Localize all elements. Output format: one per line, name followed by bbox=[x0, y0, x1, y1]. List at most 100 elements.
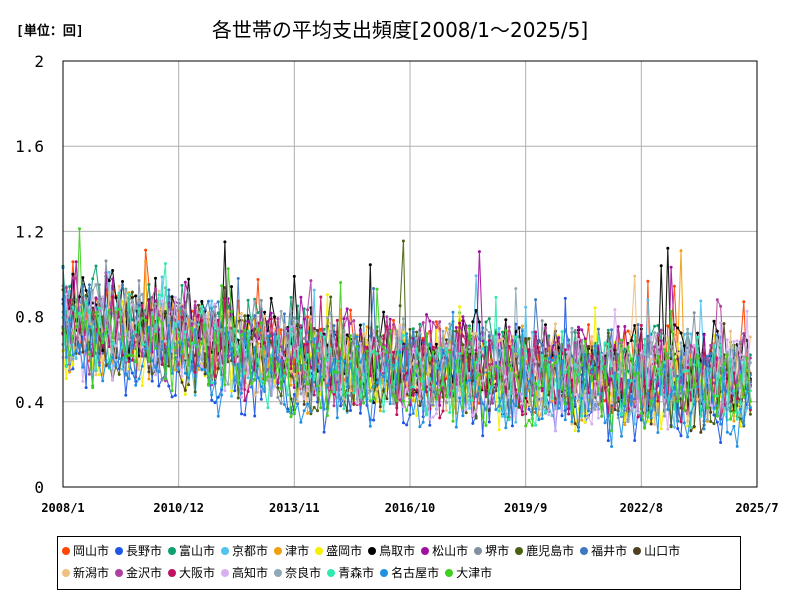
data-point bbox=[160, 321, 164, 325]
data-point bbox=[454, 326, 458, 329]
data-point bbox=[577, 325, 580, 329]
data-point bbox=[355, 335, 359, 339]
data-point bbox=[140, 292, 144, 296]
data-point bbox=[206, 299, 210, 303]
data-point bbox=[474, 361, 478, 364]
data-point bbox=[573, 397, 577, 400]
legend-label: 盛岡市 bbox=[326, 544, 363, 558]
data-point bbox=[537, 340, 541, 344]
legend-item: 大阪市 bbox=[168, 563, 215, 582]
data-point bbox=[656, 334, 660, 338]
data-point bbox=[425, 331, 428, 335]
data-point bbox=[672, 284, 676, 288]
data-point bbox=[471, 335, 475, 339]
data-point bbox=[352, 401, 356, 405]
data-point bbox=[405, 332, 409, 336]
data-point bbox=[299, 324, 303, 328]
data-point bbox=[570, 363, 574, 367]
data-point bbox=[471, 351, 475, 355]
data-point bbox=[666, 324, 670, 328]
data-point bbox=[183, 356, 187, 360]
data-point bbox=[130, 371, 134, 375]
data-point bbox=[74, 349, 78, 353]
data-point bbox=[487, 317, 491, 321]
data-point bbox=[309, 412, 313, 416]
legend-label: 青森市 bbox=[338, 566, 375, 580]
data-point bbox=[233, 327, 237, 331]
data-point bbox=[71, 276, 75, 280]
data-point bbox=[448, 322, 452, 326]
data-point bbox=[213, 401, 217, 405]
data-point bbox=[692, 363, 696, 367]
data-point bbox=[170, 389, 174, 393]
data-point bbox=[418, 322, 422, 326]
data-point bbox=[243, 413, 247, 417]
data-point bbox=[401, 331, 405, 334]
data-point bbox=[550, 399, 554, 403]
data-point bbox=[134, 294, 138, 298]
data-point bbox=[633, 405, 637, 409]
data-point bbox=[494, 376, 498, 380]
data-point bbox=[200, 314, 204, 318]
data-point bbox=[656, 354, 660, 358]
data-point bbox=[276, 395, 280, 399]
data-point bbox=[613, 408, 617, 411]
data-point bbox=[312, 288, 316, 292]
data-point bbox=[431, 350, 435, 354]
data-point bbox=[421, 336, 425, 340]
data-point bbox=[64, 334, 68, 338]
data-point bbox=[127, 292, 131, 296]
data-point bbox=[748, 412, 752, 416]
data-point bbox=[428, 357, 432, 361]
data-point bbox=[570, 420, 574, 424]
data-point bbox=[643, 426, 647, 430]
data-point bbox=[266, 375, 270, 379]
data-point bbox=[537, 386, 541, 390]
data-point bbox=[481, 326, 485, 330]
data-point bbox=[629, 338, 633, 342]
data-point bbox=[577, 337, 580, 341]
data-point bbox=[474, 274, 478, 278]
data-point bbox=[130, 354, 134, 357]
data-point bbox=[193, 341, 197, 344]
legend-marker bbox=[380, 568, 389, 577]
data-point bbox=[210, 362, 214, 366]
data-point bbox=[454, 341, 458, 345]
data-point bbox=[610, 445, 614, 448]
data-point bbox=[322, 357, 326, 361]
data-point bbox=[702, 369, 706, 373]
data-point bbox=[157, 289, 161, 293]
data-point bbox=[613, 371, 617, 375]
data-point bbox=[725, 350, 729, 354]
data-point bbox=[282, 326, 286, 330]
data-point bbox=[616, 374, 620, 378]
data-point bbox=[715, 420, 719, 424]
data-point bbox=[230, 310, 233, 314]
data-point bbox=[633, 274, 637, 278]
legend-item: 津市 bbox=[274, 541, 309, 560]
data-point bbox=[236, 277, 240, 280]
data-point bbox=[322, 327, 326, 331]
data-point bbox=[276, 334, 280, 338]
data-point bbox=[398, 354, 402, 357]
data-point bbox=[649, 422, 653, 426]
data-point bbox=[349, 362, 352, 366]
data-point bbox=[101, 379, 105, 383]
data-point bbox=[610, 328, 614, 332]
data-point bbox=[573, 363, 577, 367]
data-point bbox=[87, 311, 91, 315]
data-point bbox=[160, 294, 164, 298]
data-point bbox=[633, 324, 637, 327]
data-point bbox=[570, 326, 574, 330]
data-point bbox=[382, 349, 386, 353]
data-point bbox=[150, 359, 154, 363]
data-point bbox=[246, 320, 250, 324]
data-point bbox=[560, 386, 564, 390]
data-point bbox=[590, 335, 594, 339]
data-point bbox=[656, 399, 660, 403]
data-point bbox=[633, 439, 637, 442]
chart-title: 各世帯の平均支出頻度[2008/1～2025/5] bbox=[211, 18, 589, 42]
data-point bbox=[629, 330, 633, 334]
data-point bbox=[329, 369, 333, 373]
data-point bbox=[306, 385, 310, 389]
